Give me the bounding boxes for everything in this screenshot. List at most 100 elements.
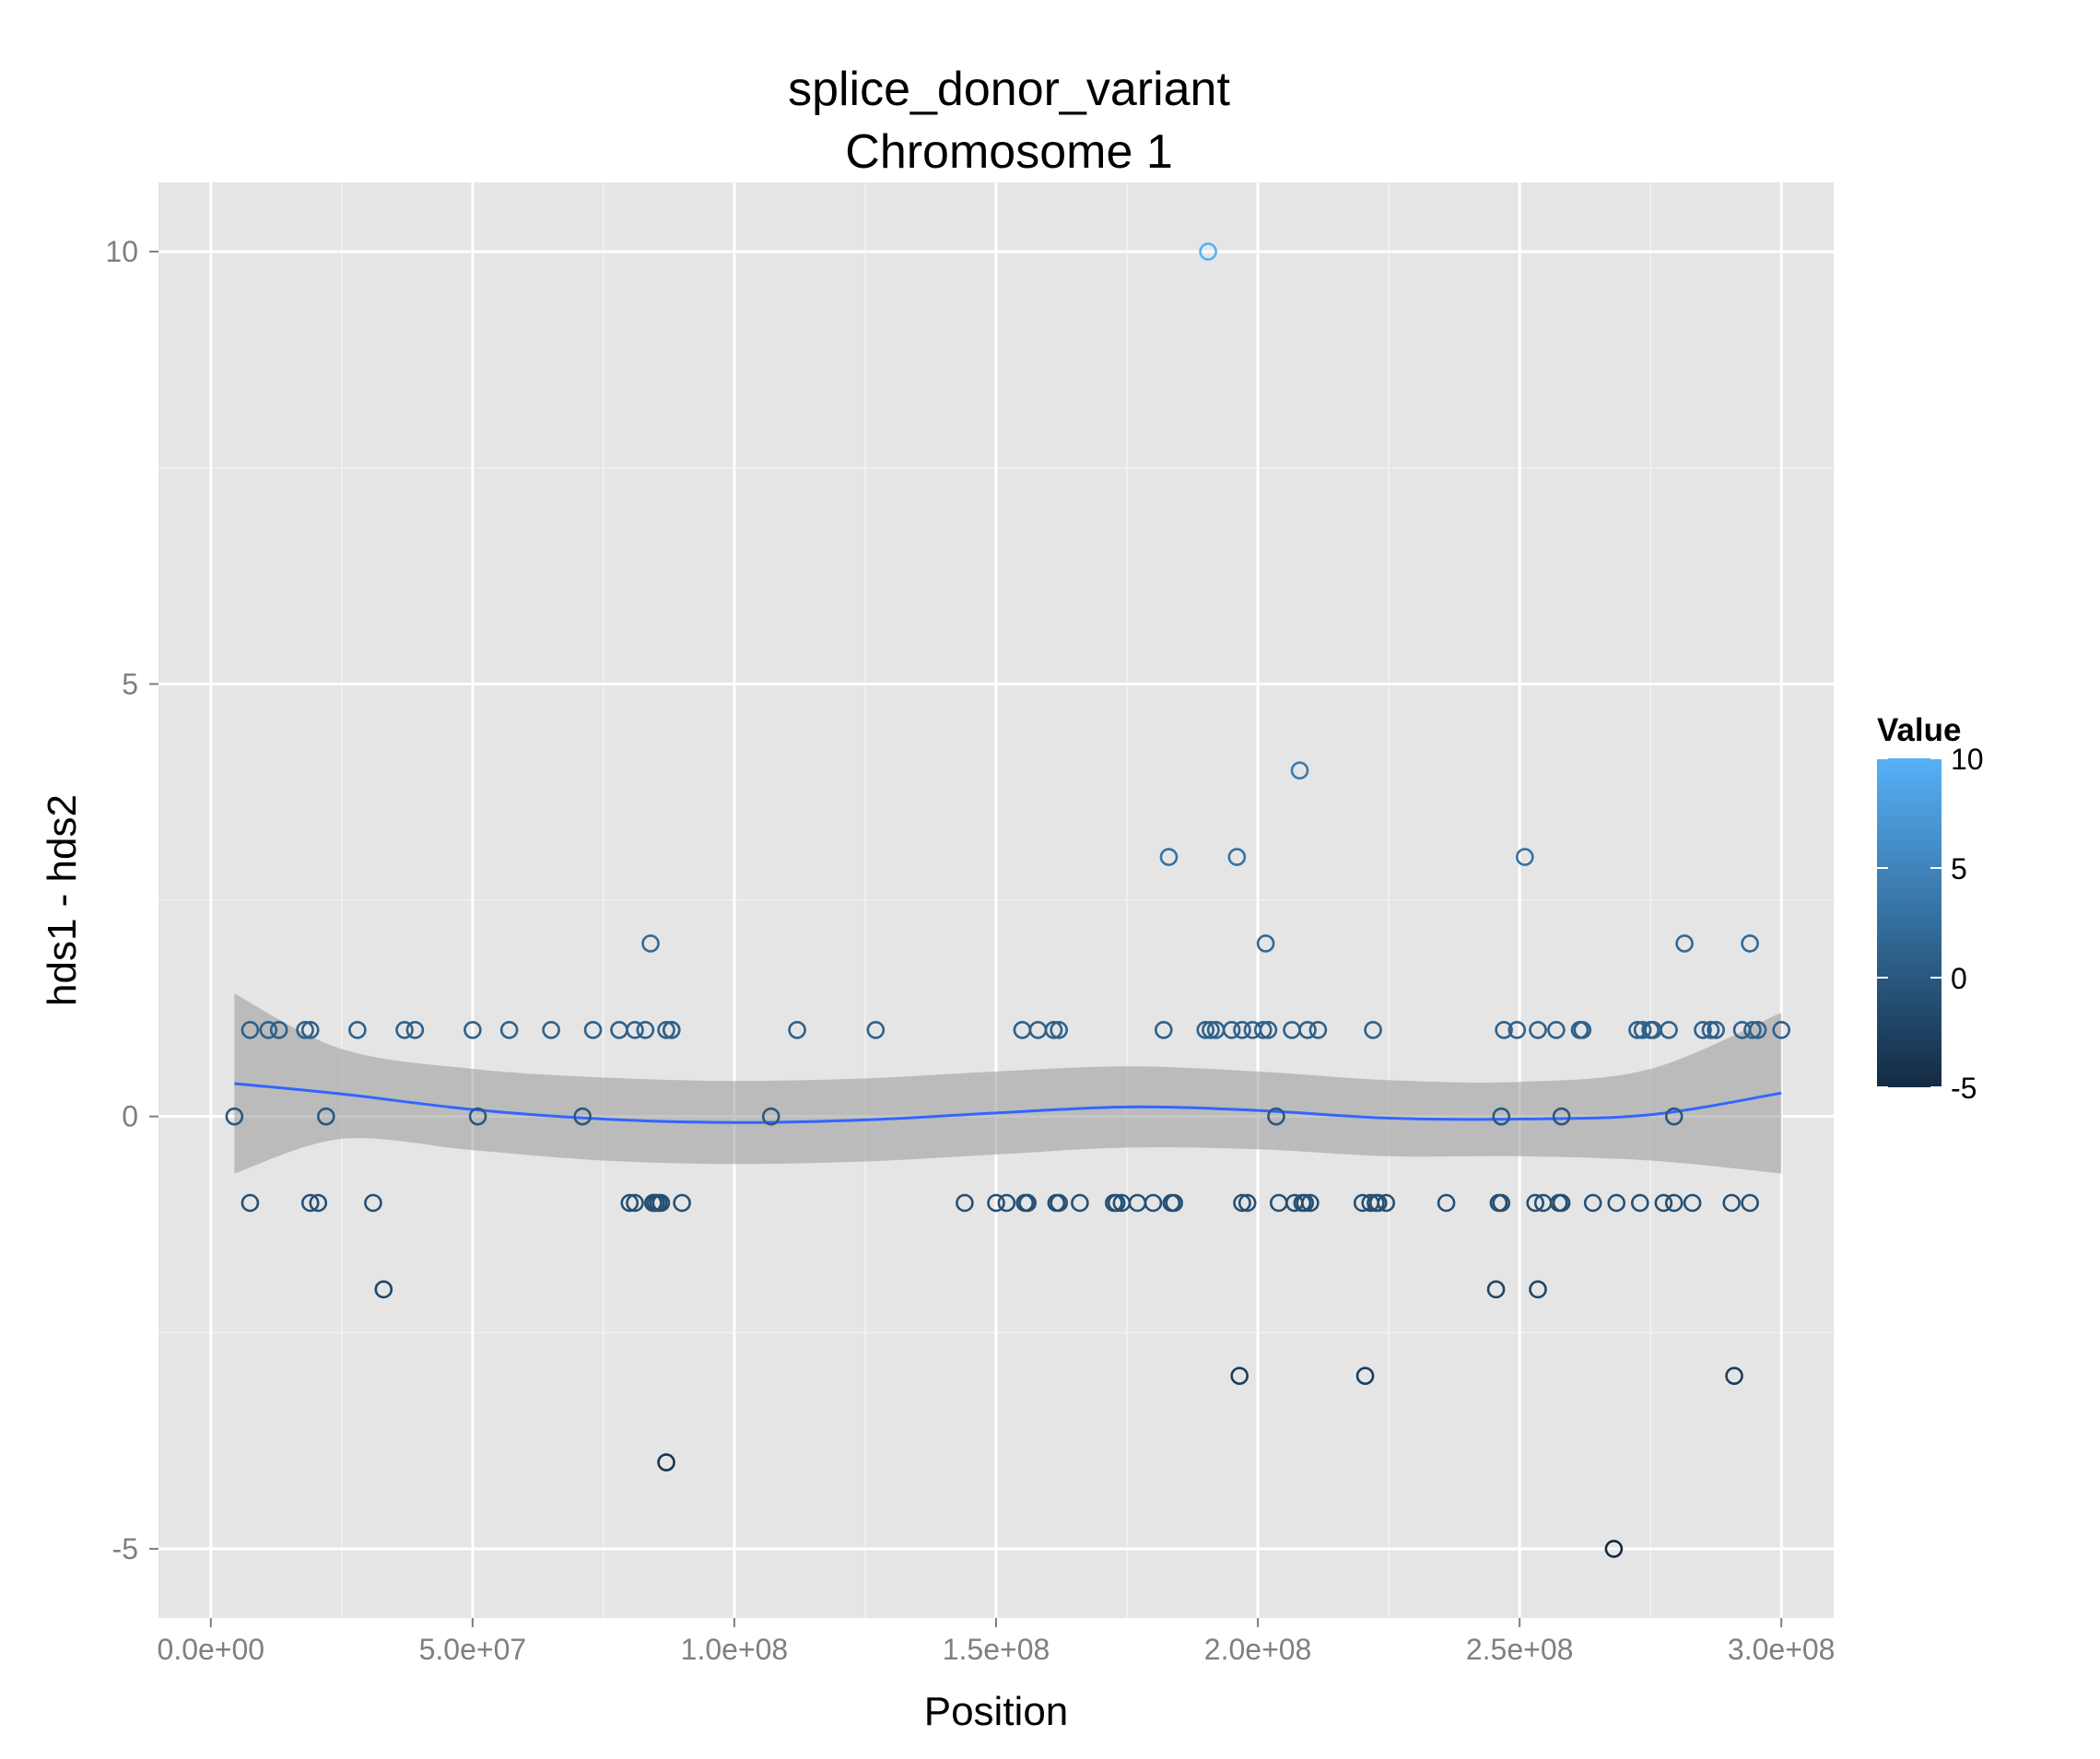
x-tick-label: 2.0e+08 bbox=[1204, 1633, 1312, 1666]
legend-colorbar bbox=[1877, 758, 1942, 1087]
data-point bbox=[1604, 1540, 1624, 1558]
data-point bbox=[583, 1020, 603, 1039]
legend-title: Value bbox=[1877, 712, 1961, 748]
legend-ticks: 10 5 0 -5 bbox=[1877, 743, 1984, 1105]
data-point bbox=[673, 1193, 691, 1213]
data-point bbox=[956, 1193, 974, 1213]
data-point bbox=[1202, 1020, 1220, 1039]
data-point bbox=[241, 1020, 260, 1039]
data-point bbox=[1044, 1020, 1063, 1039]
data-point bbox=[657, 1453, 675, 1472]
data-point bbox=[1199, 242, 1217, 261]
data-point bbox=[300, 1193, 320, 1213]
data-point bbox=[1748, 1020, 1767, 1039]
legend-tick-label: 10 bbox=[1951, 743, 1984, 776]
data-point bbox=[657, 1020, 675, 1039]
data-point bbox=[1230, 1366, 1249, 1386]
data-point bbox=[1290, 761, 1309, 780]
data-point bbox=[1583, 1193, 1602, 1213]
data-point bbox=[626, 1020, 644, 1039]
data-point bbox=[1256, 934, 1275, 953]
data-point bbox=[1492, 1193, 1511, 1213]
data-point bbox=[866, 1020, 886, 1039]
data-point bbox=[1707, 1020, 1725, 1039]
data-point bbox=[1664, 1193, 1684, 1213]
data-point bbox=[1741, 934, 1759, 953]
legend-tick-label: 5 bbox=[1951, 852, 1967, 885]
data-point bbox=[316, 1107, 335, 1126]
data-point bbox=[241, 1193, 260, 1213]
chart-title: splice_donor_variant bbox=[788, 63, 1230, 116]
data-point bbox=[1508, 1020, 1527, 1039]
data-point bbox=[1694, 1020, 1712, 1039]
data-point bbox=[1296, 1193, 1314, 1213]
x-tick-label: 1.0e+08 bbox=[681, 1633, 789, 1666]
y-tick-label: 5 bbox=[122, 667, 138, 700]
data-point bbox=[1253, 1020, 1273, 1039]
data-point bbox=[1165, 1193, 1183, 1213]
data-point bbox=[1495, 1020, 1513, 1039]
data-point bbox=[1725, 1366, 1743, 1386]
data-point bbox=[1552, 1193, 1571, 1213]
data-point bbox=[1633, 1020, 1652, 1039]
data-point bbox=[1741, 1193, 1759, 1213]
data-point bbox=[348, 1020, 367, 1039]
data-point bbox=[1437, 1193, 1456, 1213]
data-point bbox=[1196, 1020, 1215, 1039]
data-point bbox=[296, 1020, 314, 1039]
data-point bbox=[651, 1193, 671, 1213]
data-point bbox=[1743, 1020, 1762, 1039]
y-tick-label: 10 bbox=[105, 235, 138, 268]
chart-subtitle: Chromosome 1 bbox=[845, 125, 1172, 179]
x-tick-label: 5.0e+07 bbox=[419, 1633, 527, 1666]
data-point bbox=[542, 1020, 560, 1039]
y-axis-label: hds1 - hds2 bbox=[40, 794, 85, 1006]
x-axis-label: Position bbox=[924, 1689, 1069, 1734]
data-point bbox=[1259, 1020, 1278, 1039]
data-point bbox=[259, 1020, 278, 1039]
data-point bbox=[1071, 1193, 1089, 1213]
data-point bbox=[499, 1020, 519, 1039]
data-point bbox=[1144, 1193, 1163, 1213]
legend: Value 10 5 0 -5 bbox=[1877, 712, 1984, 1105]
data-point bbox=[1222, 1020, 1241, 1039]
data-point bbox=[1492, 1107, 1511, 1126]
data-point bbox=[374, 1280, 393, 1299]
data-point bbox=[1701, 1020, 1720, 1039]
data-point bbox=[1722, 1193, 1742, 1213]
data-point bbox=[1364, 1020, 1382, 1039]
data-point bbox=[1355, 1366, 1375, 1386]
data-point bbox=[1301, 1193, 1320, 1213]
points-group bbox=[225, 242, 1790, 1558]
data-point bbox=[1660, 1020, 1678, 1039]
data-point bbox=[269, 1020, 288, 1039]
data-point bbox=[1050, 1020, 1068, 1039]
data-point bbox=[468, 1107, 487, 1126]
data-point bbox=[761, 1107, 780, 1126]
y-tick-label: -5 bbox=[112, 1532, 138, 1566]
data-point bbox=[1630, 1193, 1649, 1213]
data-point bbox=[636, 1020, 655, 1039]
data-point bbox=[1607, 1193, 1626, 1213]
confidence-band-group bbox=[234, 993, 1782, 1174]
data-point bbox=[1238, 1193, 1257, 1213]
data-point bbox=[1664, 1107, 1684, 1126]
confidence-band bbox=[234, 993, 1782, 1174]
data-point bbox=[463, 1020, 482, 1039]
data-point bbox=[788, 1020, 806, 1039]
data-point bbox=[1233, 1020, 1251, 1039]
data-point bbox=[1526, 1193, 1544, 1213]
data-point bbox=[997, 1193, 1016, 1213]
data-point bbox=[405, 1020, 425, 1039]
x-tick-label: 1.5e+08 bbox=[943, 1633, 1050, 1666]
x-tick-label: 3.0e+08 bbox=[1728, 1633, 1836, 1666]
data-point bbox=[1547, 1020, 1566, 1039]
x-axis: 0.0e+00 5.0e+07 1.0e+08 1.5e+08 2.0e+08 2.5e+… bbox=[158, 1618, 1836, 1666]
data-point bbox=[1107, 1193, 1126, 1213]
data-point bbox=[1159, 848, 1179, 866]
data-point bbox=[1529, 1280, 1547, 1299]
legend-tick-label: 0 bbox=[1951, 962, 1967, 995]
data-point bbox=[1486, 1280, 1506, 1299]
